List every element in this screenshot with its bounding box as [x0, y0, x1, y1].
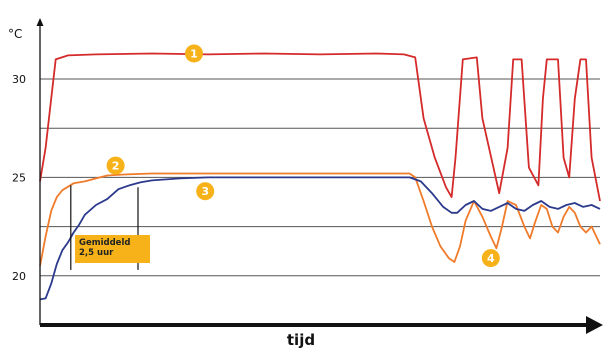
marker-circle — [481, 249, 500, 268]
y-tick-label: 25 — [12, 171, 26, 184]
marker-number: 1 — [190, 47, 198, 60]
series-line-1 — [39, 52, 601, 202]
marker-badge-3: 3 — [196, 182, 215, 201]
x-axis-label: tijd — [287, 331, 315, 349]
series-layer — [39, 52, 601, 301]
marker-badge-1: 1 — [185, 44, 203, 63]
marker-circle — [185, 44, 203, 63]
average-duration-annotation: Gemiddeld 2,5 uur — [75, 235, 150, 263]
series-line-2 — [39, 172, 601, 267]
y-tick-label: 20 — [12, 270, 26, 283]
marker-number: 2 — [112, 160, 120, 173]
marker-number: 4 — [487, 252, 495, 265]
annotation-line-1: Gemiddeld — [79, 238, 131, 248]
marker-number: 3 — [201, 185, 209, 198]
marker-badge-4: 4 — [481, 249, 500, 268]
tick-layer: 20 25 30 — [12, 73, 26, 283]
annotation-line-2: 2,5 uur — [79, 248, 114, 258]
y-tick-label: 30 — [12, 73, 26, 86]
marker-layer: 1 2 3 4 — [106, 44, 500, 268]
marker-badge-2: 2 — [106, 156, 125, 175]
series-line-3 — [39, 176, 601, 301]
axes-layer — [36, 18, 603, 334]
x-axis-arrowhead — [586, 316, 603, 334]
y-axis-arrowhead — [36, 18, 44, 26]
y-axis-unit-label: °C — [8, 27, 22, 41]
marker-circle — [196, 182, 215, 201]
marker-circle — [106, 156, 125, 175]
